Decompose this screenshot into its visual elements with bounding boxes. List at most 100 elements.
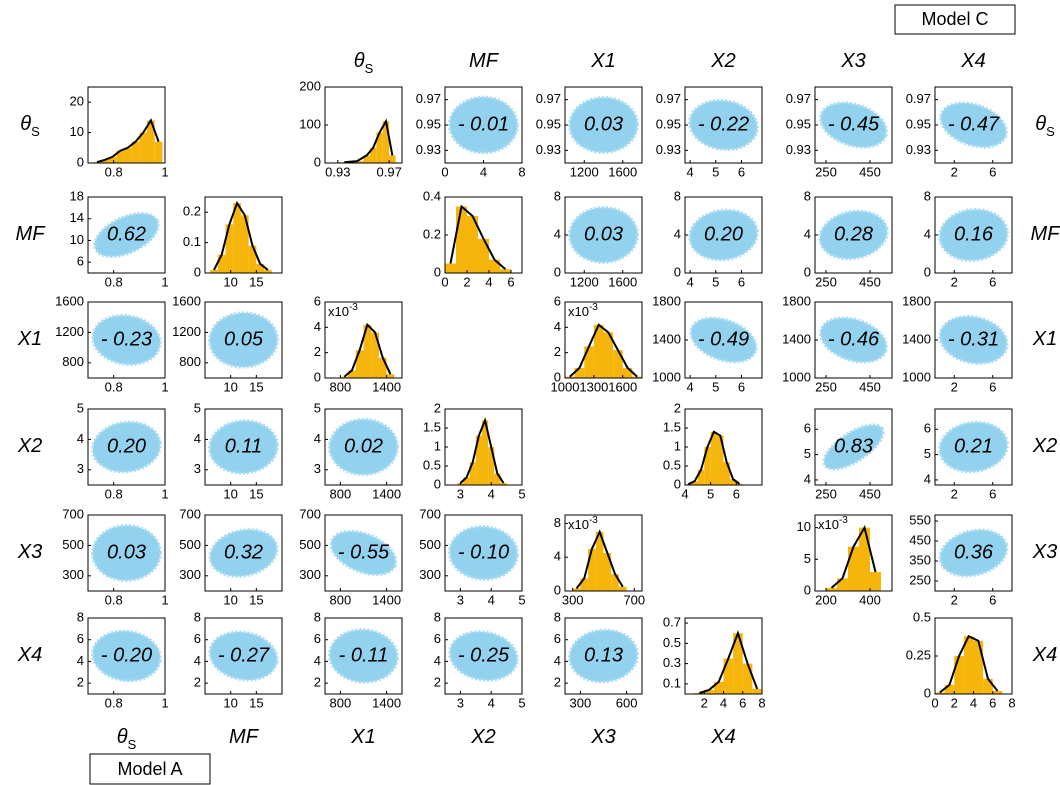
panel: 0.32 10 15 300 500 700 [179,506,283,607]
y-tick-label: 4 [314,653,321,668]
y-tick-label: 8 [804,188,811,203]
plot-area [445,204,511,273]
panel: - 0.23 0.8 1 800 1200 1600 [55,293,169,394]
panel-frame [814,408,893,486]
y-tick-label: 1000 [902,369,931,384]
y-tick-label: 1000 [782,369,811,384]
density-line [213,200,269,271]
panel-frame [324,301,403,379]
x-tick-label: 5 [518,695,525,710]
hist-bar [467,216,478,273]
plot-area [938,420,1009,474]
correlation-label: 0.62 [107,223,146,245]
hist-bar [363,155,370,163]
panel: 2 4 6 8 0.1 0.3 0.5 0.7 [663,615,766,711]
x-tick-label: 5 [712,164,719,179]
y-tick-label: 450 [909,532,931,547]
hist-bar [603,553,612,591]
variable-subscript: S [128,737,137,752]
y-tick-label: 0.97 [416,91,441,106]
panel-frame [564,617,643,695]
panel: 0.03 1200 1600 0.93 0.95 0.97 [536,86,643,179]
point-cloud [688,98,759,152]
x-tick-label: 6 [989,274,996,289]
y-tick-label: 250 [909,572,931,587]
x-tick-label: 15 [249,379,263,394]
point-cloud [91,313,162,367]
x-tick-label: 600 [616,695,638,710]
y-tick-label: 4 [804,471,811,486]
multiplier-exponent: -3 [589,515,598,526]
x-tick-label: 6 [989,379,996,394]
panel: 0.28 250 450 0 4 8 [804,188,893,289]
variable-label: X3 [590,726,615,748]
variable-name: θ [117,726,128,748]
point-cloud [818,209,889,261]
x-tick-label: 6 [739,695,746,710]
variable-name: X2 [470,726,495,748]
y-tick-label: 0 [804,264,811,279]
x-tick-label: 10 [223,379,237,394]
x-tick-label: 6 [989,695,996,710]
plot-area [208,311,279,369]
variable-name: X4 [1032,644,1057,666]
x-tick-label: 250 [815,164,837,179]
x-tick-label: 450 [859,164,881,179]
x-tick-label: 1300 [579,379,608,394]
y-tick-label: 0 [314,154,321,169]
y-tick-label: 0.95 [536,116,561,131]
correlation-label: 0.03 [107,541,146,563]
y-tick-label: 18 [70,188,84,203]
x-tick-label: 0 [931,695,938,710]
y-tick-label: 4 [804,226,811,241]
variable-label: X4 [17,644,42,666]
hist-bar [456,206,467,273]
correlation-label: 0.03 [584,223,623,245]
x-tick-label: 4 [720,695,727,710]
panel: 4 5 6 0 0.5 1 1.5 2 [663,400,763,501]
correlation-label: 0.05 [224,328,264,350]
density-line [96,118,160,163]
y-tick-label: 6 [77,631,84,646]
hist-bar [870,572,881,591]
x-tick-label: 4 [488,486,495,501]
plot-area [91,523,162,583]
panel: x10-3 1000 1300 1600 0 2 4 6 [551,293,643,394]
x-tick-label: 2 [951,592,958,607]
panel: - 0.55 800 1400 300 500 700 [299,506,403,607]
y-tick-label: 0.4 [423,188,441,203]
plot-area [938,314,1009,366]
y-tick-label: 0.93 [536,142,561,157]
y-tick-label: 300 [419,567,441,582]
variable-label: X1 [590,50,615,72]
plot-area [939,101,1008,149]
variable-name: X1 [590,50,615,72]
panel-frame [564,301,643,379]
correlation-label: - 0.22 [698,113,749,135]
x-tick-label: 6 [738,274,745,289]
y-tick-label: 500 [299,537,321,552]
y-tick-label: 10 [70,232,84,247]
hist-bar [382,121,390,163]
y-tick-label: 1600 [55,293,84,308]
panel: 0 2 4 600.20.4 [423,188,523,289]
x-tick-label: 6 [738,164,745,179]
hist-bar [348,370,356,378]
y-tick-label: 8 [77,609,84,624]
correlation-label: - 0.10 [458,541,509,563]
y-tick-label: 0.7 [663,615,681,630]
plot-area [938,208,1009,262]
x-tick-label: 15 [249,592,263,607]
y-tick-label: 0 [194,264,201,279]
y-tick-label: 6 [194,631,201,646]
panel: 0.36 2 6 250 350 450 550 [909,512,1013,607]
hist-bar [742,663,753,694]
panel-frame [204,617,283,695]
hist-bar [723,658,734,694]
panel-frame [87,408,166,486]
y-tick-label: 6 [314,631,321,646]
plot-area [208,419,279,475]
x-tick-label: 4 [687,379,694,394]
point-cloud [448,95,519,155]
